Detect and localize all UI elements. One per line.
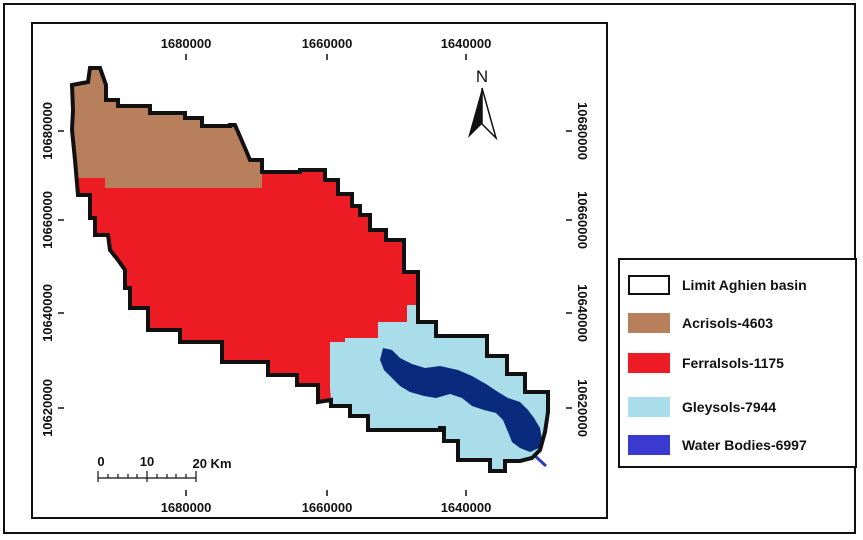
legend-item-acrisols: Acrisols-4603 — [628, 312, 773, 334]
legend-swatch — [628, 435, 670, 455]
legend-swatch — [628, 397, 670, 417]
top-tick-label: 1680000 — [161, 36, 212, 51]
legend-item-water-bodies: Water Bodies-6997 — [628, 434, 807, 456]
scale-label: 20 Km — [192, 456, 231, 471]
outlet-stream — [532, 453, 548, 468]
water-body — [380, 348, 542, 452]
bottom-tick-label: 1640000 — [441, 500, 492, 515]
legend-label: Ferralsols-1175 — [682, 355, 784, 371]
top-tick-label: 1660000 — [302, 36, 353, 51]
right-tick-label: 10680000 — [575, 102, 590, 160]
left-tick-label: 10620000 — [40, 379, 55, 437]
top-tick-label: 1640000 — [441, 36, 492, 51]
north-label: N — [476, 67, 488, 86]
bottom-tick-label: 1660000 — [302, 500, 353, 515]
scale-label: 10 — [140, 454, 154, 469]
legend-swatch — [628, 353, 670, 373]
legend-item-gleysols: Gleysols-7944 — [628, 396, 776, 418]
legend-item-ferralsols: Ferralsols-1175 — [628, 352, 784, 374]
axis-tick-marks — [58, 54, 572, 496]
left-tick-label: 10660000 — [40, 191, 55, 249]
legend-label: Acrisols-4603 — [682, 315, 774, 331]
right-tick-label: 10660000 — [575, 191, 590, 249]
bottom-tick-label: 1680000 — [161, 500, 212, 515]
legend-item-basin-limit: Limit Aghien basin — [628, 274, 807, 296]
acrisols-zone — [72, 68, 262, 188]
scale-label: 0 — [97, 454, 104, 469]
map-legend: Limit Aghien basin Acrisols-4603 Ferrals… — [618, 258, 857, 468]
scale-bar — [97, 471, 197, 482]
legend-label: Gleysols-7944 — [682, 399, 777, 415]
legend-swatch — [628, 275, 670, 295]
legend-swatch — [628, 313, 670, 333]
legend-label: Limit Aghien basin — [682, 277, 807, 293]
right-tick-label: 10640000 — [575, 284, 590, 342]
legend-label: Water Bodies-6997 — [682, 437, 807, 453]
right-tick-label: 10620000 — [575, 379, 590, 437]
left-tick-label: 10680000 — [40, 102, 55, 160]
ferralsols-zone — [78, 170, 418, 402]
left-tick-label: 10640000 — [40, 284, 55, 342]
basin-boundary — [69, 66, 550, 473]
north-arrow-icon: N — [468, 67, 498, 141]
